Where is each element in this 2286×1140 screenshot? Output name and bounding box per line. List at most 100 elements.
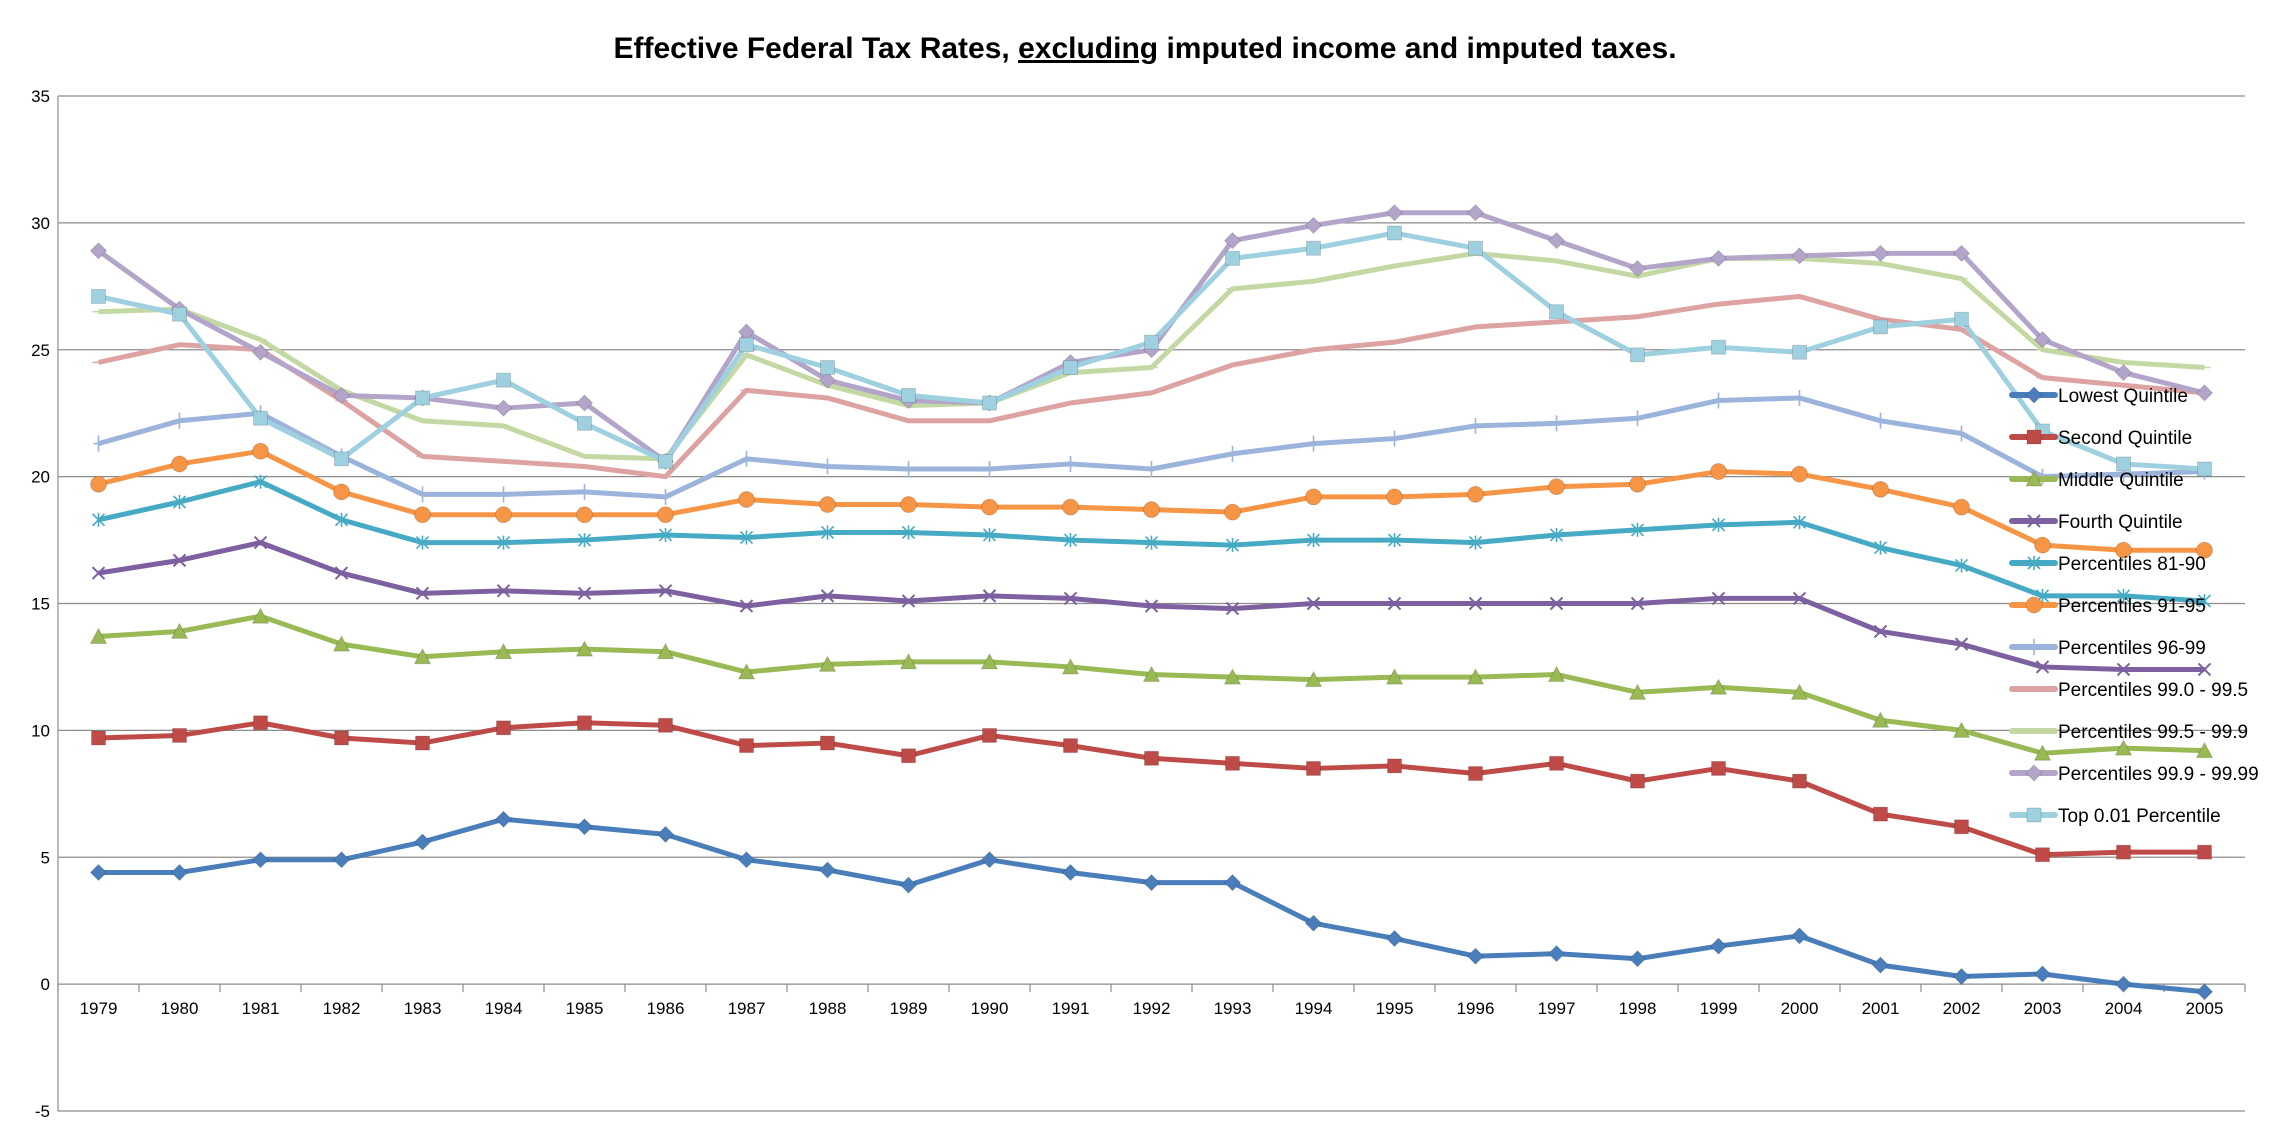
square-marker <box>253 715 268 731</box>
asterisk-marker <box>1387 533 1402 548</box>
square-marker <box>91 730 106 746</box>
circle-marker <box>1143 501 1160 519</box>
asterisk-marker <box>2116 588 2131 603</box>
y-tick-label: 15 <box>31 595 50 614</box>
asterisk-marker <box>1306 533 1321 548</box>
square-marker <box>982 395 997 411</box>
x-tick-label: 1983 <box>404 999 442 1018</box>
square-marker <box>1549 304 1564 320</box>
series-line <box>98 816 2205 995</box>
x-tick-label: 1998 <box>1619 999 1657 1018</box>
diamond-marker <box>2114 363 2133 382</box>
y-tick-label: 30 <box>31 214 50 233</box>
series-3 <box>89 607 2214 761</box>
plus-marker <box>660 488 671 505</box>
circle-marker <box>1710 463 1727 481</box>
square-marker <box>1549 755 1564 771</box>
square-marker <box>1468 766 1483 782</box>
triangle-marker <box>1223 668 1242 685</box>
y-tick-label: 35 <box>31 87 50 106</box>
triangle-marker <box>2033 744 2052 761</box>
diamond-marker <box>1466 204 1485 222</box>
square-marker <box>820 735 835 751</box>
legend-label: Percentiles 91-95 <box>2058 596 2206 617</box>
square-marker <box>1792 344 1807 360</box>
triangle-marker <box>332 635 351 652</box>
asterisk-marker <box>901 525 916 540</box>
triangle-marker <box>2025 469 2043 487</box>
title-part: Effective Federal Tax Rates, <box>613 32 1018 65</box>
diamond-marker <box>575 818 594 836</box>
x-marker <box>982 589 997 603</box>
plus-marker <box>1470 417 1481 434</box>
circle-marker <box>1305 488 1322 506</box>
asterisk-marker <box>1468 535 1483 550</box>
square-marker <box>1144 750 1159 766</box>
asterisk-marker <box>739 530 754 545</box>
diamond-marker <box>1952 244 1971 263</box>
diamond-marker <box>2114 975 2133 993</box>
plus-marker <box>1389 430 1400 447</box>
triangle-marker <box>980 652 999 670</box>
circle-marker <box>1062 498 1079 516</box>
circle-marker <box>252 442 269 460</box>
series-5 <box>91 474 2212 608</box>
square-marker <box>496 372 511 388</box>
diamond-marker <box>2025 386 2043 404</box>
square-marker <box>1225 755 1240 771</box>
diamond-marker <box>1304 216 1323 235</box>
legend-label: Top 0.01 Percentile <box>2058 806 2221 827</box>
diamond-marker <box>2195 983 2214 1001</box>
plus-marker <box>1632 410 1643 427</box>
x-marker <box>820 589 835 603</box>
square-marker <box>2026 429 2042 445</box>
triangle-marker <box>1142 665 1161 683</box>
x-tick-label: 1980 <box>161 999 199 1018</box>
diamond-marker <box>251 851 270 869</box>
square-marker <box>1792 773 1807 789</box>
x-marker <box>1387 596 1402 611</box>
circle-marker <box>1386 488 1403 506</box>
asterisk-marker <box>1954 558 1969 573</box>
x-marker <box>1792 591 1807 606</box>
x-tick-label: 2005 <box>2186 999 2224 1018</box>
triangle-marker <box>737 662 756 680</box>
y-tick-label: 25 <box>31 341 50 360</box>
x-marker <box>91 566 106 580</box>
square-marker <box>2116 844 2131 860</box>
square-marker <box>820 360 835 376</box>
x-tick-label: 1981 <box>242 999 280 1018</box>
square-marker <box>658 453 673 469</box>
square-marker <box>1873 319 1888 335</box>
square-marker <box>172 306 187 322</box>
asterisk-marker <box>1792 515 1807 530</box>
square-marker <box>577 415 592 431</box>
triangle-marker <box>1709 678 1728 695</box>
legend-label: Percentiles 81-90 <box>2058 554 2206 575</box>
square-marker <box>1954 311 1969 327</box>
diamond-marker <box>332 851 351 869</box>
diamond-marker <box>1223 231 1242 250</box>
diamond-marker <box>1061 863 1080 882</box>
diamond-marker <box>89 242 108 260</box>
x-tick-label: 1988 <box>809 999 847 1018</box>
square-marker <box>172 727 187 743</box>
circle-marker <box>2034 536 2051 554</box>
x-marker <box>1225 601 1240 616</box>
plus-marker <box>1713 392 1724 409</box>
square-marker <box>577 715 592 731</box>
series-group <box>89 204 2214 1001</box>
series-line <box>97 395 2205 500</box>
axes: -5 0 5 10 15 20 25 30 35 1979 1980 1981 1982 1983 1984… <box>31 87 2246 1121</box>
square-marker <box>253 410 268 426</box>
plus-marker <box>903 461 914 478</box>
plus-marker <box>1794 389 1805 406</box>
triangle-marker <box>1628 683 1647 700</box>
x-marker <box>1711 591 1726 606</box>
y-tick-label: -5 <box>35 1102 50 1121</box>
square-marker <box>334 730 349 746</box>
triangle-marker <box>1385 668 1404 685</box>
series-line <box>97 293 2205 480</box>
y-tick-label: 20 <box>31 468 50 487</box>
diamond-marker <box>818 371 837 389</box>
